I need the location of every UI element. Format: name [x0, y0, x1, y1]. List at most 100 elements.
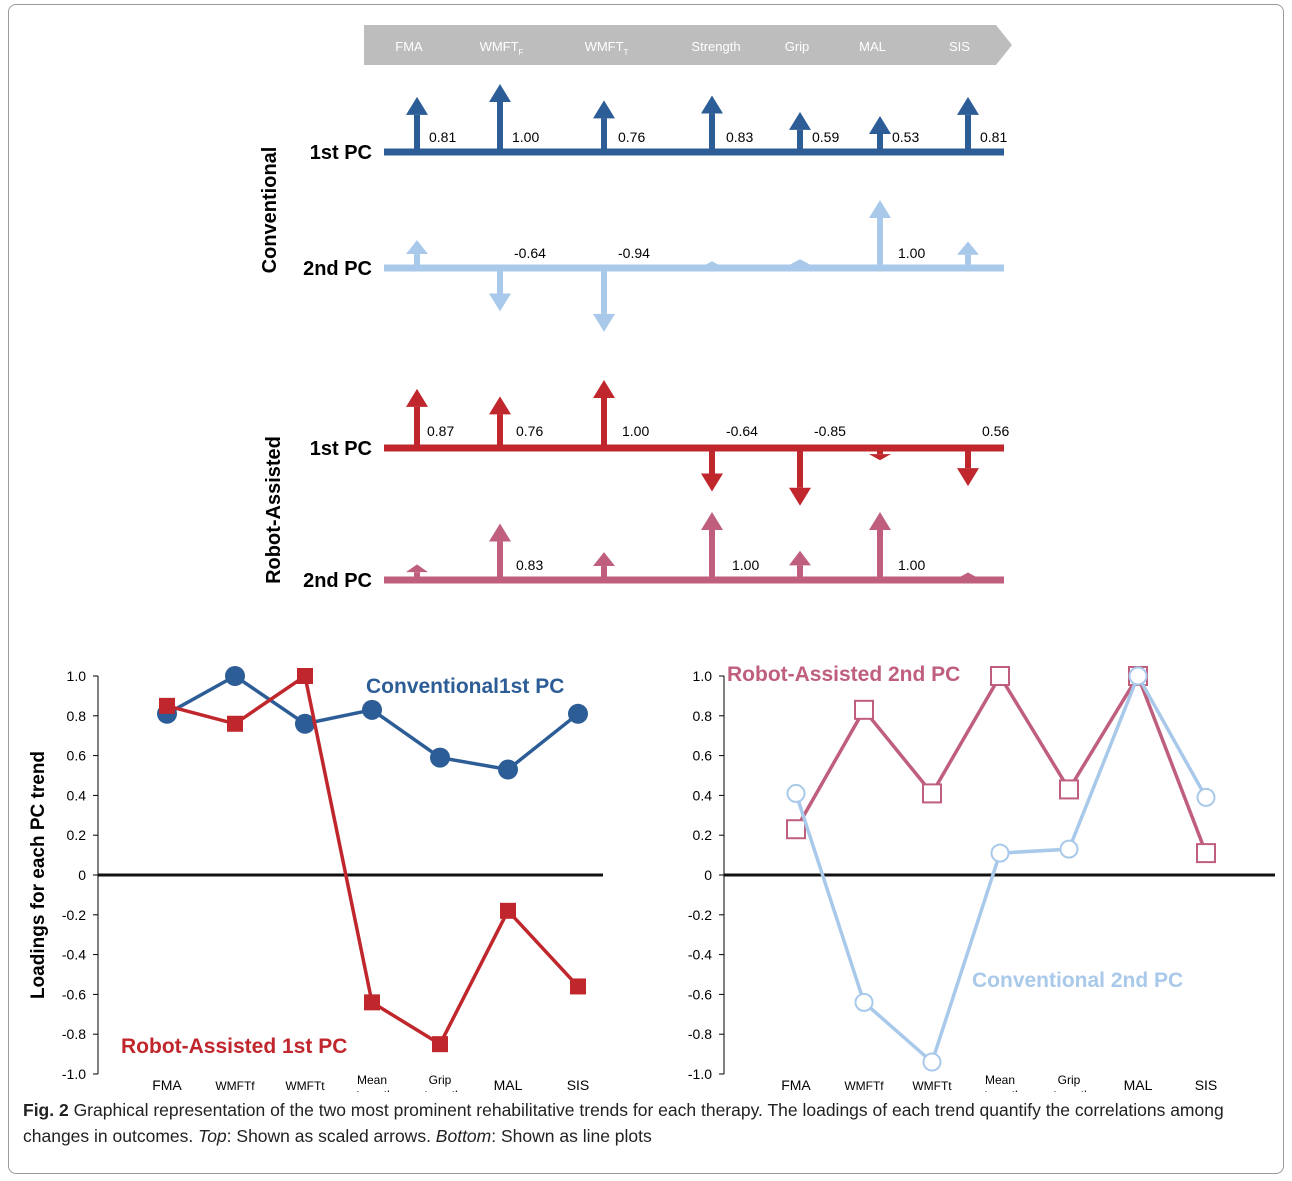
- row-label: 1st PC: [310, 142, 372, 164]
- y-tick-label: 1.0: [693, 668, 713, 684]
- loading-arrow-head: [489, 293, 511, 312]
- loading-arrow-head: [406, 388, 428, 407]
- x-tick-label: Grip: [429, 1073, 452, 1087]
- caption-top-label: Top: [198, 1126, 227, 1146]
- x-tick-label: FMA: [781, 1077, 811, 1092]
- y-tick-label: 0.8: [693, 708, 713, 724]
- category-chevron: [533, 25, 676, 65]
- loading-value-label: 1.00: [622, 423, 649, 439]
- group-label-conventional: Conventional: [259, 147, 281, 274]
- y-tick-label: -0.6: [62, 986, 86, 1002]
- y-tick-label: 0.4: [67, 787, 87, 803]
- data-point: [430, 747, 450, 768]
- category-chevron-label: MAL: [859, 39, 886, 54]
- loading-arrow-head: [789, 550, 811, 566]
- series-label: Conventional1st PC: [366, 675, 564, 698]
- loading-arrow-head: [701, 261, 723, 268]
- caption-text-1: Graphical representation of the two most…: [23, 1100, 1224, 1146]
- data-point: [990, 843, 1010, 863]
- data-point: [364, 994, 380, 1011]
- series-label: Conventional 2nd PC: [972, 969, 1183, 992]
- y-tick-label: -1.0: [688, 1066, 712, 1082]
- data-point: [854, 699, 874, 720]
- data-point: [568, 703, 588, 724]
- y-tick-label: -1.0: [62, 1066, 86, 1082]
- y-tick-label: -0.4: [688, 947, 712, 963]
- data-point: [922, 1052, 942, 1072]
- data-point: [922, 783, 942, 804]
- category-chevron-label: WMFTT: [585, 39, 629, 57]
- x-tick-label: FMA: [152, 1077, 182, 1092]
- y-tick-label: 0: [704, 867, 712, 883]
- loading-arrow-head: [593, 380, 615, 398]
- x-tick-label: strength: [350, 1088, 393, 1092]
- loading-arrow-head: [489, 523, 511, 542]
- loading-value-label: 0.59: [812, 129, 839, 145]
- line-plot-panel: 1.0 0.8 0.6 0.4 0.2 0 -0.2 -0.4 -0.6 -0.8 -1.0 FMA W…: [688, 663, 1275, 1092]
- figure-caption: Fig. 2 Graphical representation of the t…: [23, 1097, 1273, 1149]
- y-tick-label: -0.4: [62, 947, 86, 963]
- data-point: [159, 697, 175, 714]
- y-tick-label: 0.2: [67, 827, 87, 843]
- category-chevron-label: WMFTF: [480, 39, 524, 57]
- loading-arrow-head: [593, 100, 615, 119]
- x-tick-label: WMFTf: [215, 1079, 255, 1092]
- loading-value-label: 0.83: [516, 557, 543, 573]
- loading-value-label: -0.64: [726, 423, 758, 439]
- data-point: [227, 715, 243, 732]
- y-tick-label: 0: [78, 867, 86, 883]
- series-label: Robot-Assisted 1st PC: [121, 1035, 347, 1058]
- line-plot-panel: 1.0 0.8 0.6 0.4 0.2 0 -0.2 -0.4 -0.6 -0.8 -1.0 FMA W…: [28, 666, 603, 1092]
- data-point: [570, 978, 586, 995]
- data-point: [786, 783, 806, 803]
- series-label: Robot-Assisted 2nd PC: [727, 663, 960, 686]
- figure-canvas: FMA WMFTF WMFTT Strength Grip MAL SIS Conventio…: [28, 25, 1275, 1092]
- y-tick-label: 0.4: [693, 787, 713, 803]
- data-point: [1059, 839, 1079, 859]
- loading-arrow-head: [869, 454, 891, 461]
- y-tick-label: 0.2: [693, 827, 713, 843]
- row-label: 2nd PC: [303, 258, 372, 280]
- loading-arrow-head: [593, 313, 615, 332]
- x-tick-label: WMFTt: [912, 1079, 952, 1092]
- loading-arrow-head: [406, 564, 428, 573]
- loading-arrow-head: [789, 487, 811, 506]
- x-tick-label: Mean: [985, 1073, 1015, 1087]
- category-chevron: [448, 25, 551, 65]
- loading-value-label: 0.81: [429, 129, 456, 145]
- caption-text-3: : Shown as line plots: [491, 1126, 652, 1146]
- loading-value-label: 1.00: [898, 557, 925, 573]
- loading-value-label: 0.87: [427, 423, 454, 439]
- data-point: [990, 666, 1010, 686]
- loading-value-label: 1.00: [898, 245, 925, 261]
- x-tick-label: strength: [978, 1088, 1021, 1092]
- loading-arrow-head: [869, 200, 891, 218]
- category-chevron: [903, 25, 1012, 65]
- data-point: [297, 668, 313, 684]
- loading-arrow-head: [489, 84, 511, 102]
- category-chevron-label: Strength: [691, 39, 740, 54]
- x-tick-label: WMFTf: [844, 1079, 884, 1092]
- y-tick-label: -0.2: [688, 907, 712, 923]
- loading-arrow-head: [593, 552, 615, 567]
- category-chevron: [820, 25, 921, 65]
- loading-value-label: -0.64: [514, 245, 546, 261]
- x-tick-label: MAL: [1124, 1077, 1153, 1092]
- loading-value-label: 0.53: [892, 129, 919, 145]
- figure-frame: [8, 4, 1284, 1174]
- data-point: [225, 666, 245, 686]
- row-label: 2nd PC: [303, 570, 372, 592]
- y-axis-title: Loadings for each PC trend: [28, 751, 49, 999]
- loading-value-label: 0.76: [516, 423, 543, 439]
- y-tick-label: 0.6: [693, 748, 713, 764]
- loading-arrow-head: [957, 468, 979, 487]
- category-chevron-label: SIS: [949, 39, 970, 54]
- row-label: 1st PC: [310, 438, 372, 460]
- loading-arrow-head: [957, 572, 979, 579]
- loading-value-label: 1.00: [512, 129, 539, 145]
- data-point: [1128, 666, 1148, 686]
- category-chevron-label: FMA: [395, 39, 423, 54]
- loading-arrow-head: [789, 111, 811, 130]
- x-tick-label: Grip: [1058, 1073, 1081, 1087]
- data-point: [1196, 787, 1216, 807]
